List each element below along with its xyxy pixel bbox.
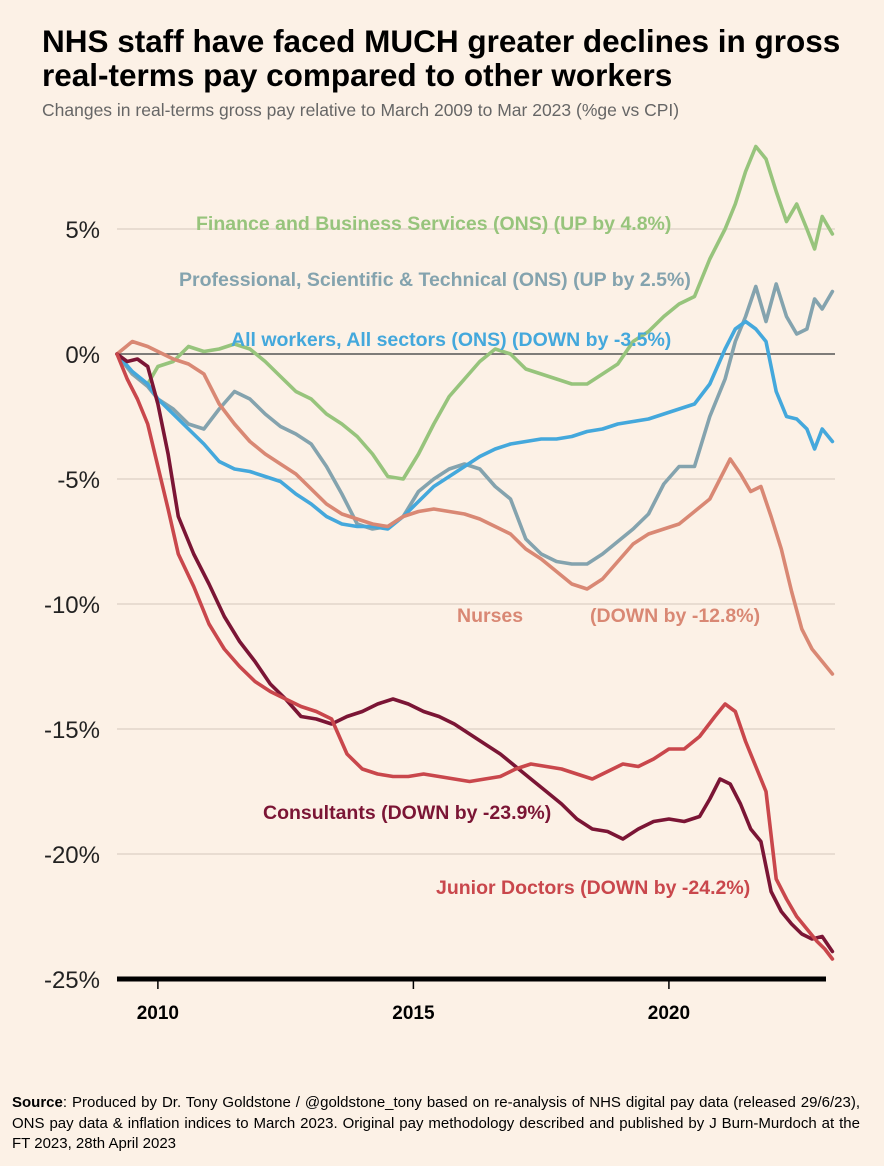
series-line-professional-scientific-technical-ons (115, 282, 835, 566)
label-consultants: Consultants (DOWN by -23.9%) (263, 802, 551, 824)
series-line-consultants (115, 352, 835, 954)
source-note: Source: Produced by Dr. Tony Goldstone /… (12, 1093, 860, 1155)
series-line-all-workers-all-sectors-ons (115, 319, 835, 531)
line-chart: 5% 0% -5% -10% -15% -20% -25% 2010 2015 2020 Fin… (44, 144, 835, 1024)
label-all-workers: All workers, All sectors (ONS) (DOWN by … (231, 329, 671, 351)
label-nurses: Nurses (457, 605, 523, 627)
label-finance: Finance and Business Services (ONS) (UP … (196, 213, 671, 235)
page-title: NHS staff have faced MUCH greater declin… (42, 23, 841, 93)
series-line-junior-doctors (115, 352, 835, 961)
y-tick-label: -10% (44, 592, 100, 619)
series-labels: Finance and Business Services (ONS) (UP … (179, 213, 760, 899)
x-tick-label: 2020 (648, 1003, 690, 1024)
series-lines (115, 144, 835, 961)
y-tick-label: -15% (44, 717, 100, 744)
label-professional: Professional, Scientific & Technical (ON… (179, 269, 691, 291)
label-nurses-change: (DOWN by -12.8%) (590, 605, 760, 627)
source-text: : Produced by Dr. Tony Goldstone / @gold… (12, 1094, 860, 1152)
y-tick-label: -20% (44, 842, 100, 869)
x-tick-label: 2015 (392, 1003, 435, 1024)
y-tick-label: -5% (57, 467, 100, 494)
label-junior-doctors: Junior Doctors (DOWN by -24.2%) (436, 877, 750, 899)
y-tick-label: 0% (65, 342, 100, 369)
y-axis: 5% 0% -5% -10% -15% -20% -25% (44, 217, 100, 994)
page-subtitle: Changes in real-terms gross pay relative… (42, 100, 680, 120)
y-tick-label: 5% (65, 217, 100, 244)
gridlines (117, 228, 835, 855)
x-tick-label: 2010 (137, 1003, 179, 1024)
y-tick-label: -25% (44, 967, 100, 994)
x-axis: 2010 2015 2020 (117, 976, 826, 1024)
series-line-finance-and-business-services-ons (115, 144, 835, 481)
source-label: Source (12, 1094, 63, 1111)
series-line-nurses (115, 339, 835, 676)
